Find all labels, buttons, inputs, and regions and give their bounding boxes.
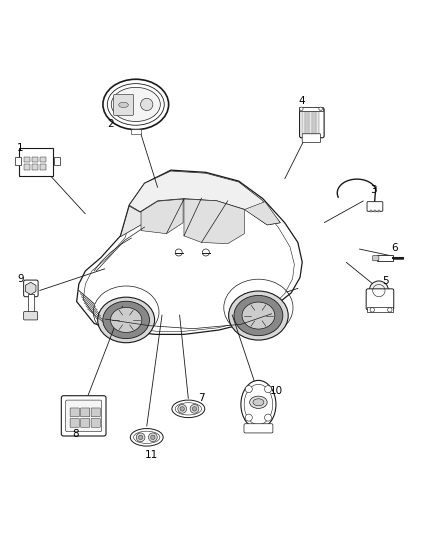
FancyBboxPatch shape bbox=[113, 94, 134, 115]
Circle shape bbox=[265, 414, 272, 421]
FancyBboxPatch shape bbox=[81, 408, 90, 417]
Bar bbox=[302, 111, 305, 134]
Circle shape bbox=[151, 435, 155, 440]
Circle shape bbox=[148, 433, 157, 442]
FancyBboxPatch shape bbox=[91, 418, 100, 427]
Circle shape bbox=[245, 414, 252, 421]
Bar bbox=[378, 209, 380, 212]
Text: 10: 10 bbox=[270, 386, 283, 397]
Bar bbox=[40, 165, 46, 170]
Bar bbox=[316, 111, 319, 134]
Ellipse shape bbox=[253, 399, 264, 406]
Circle shape bbox=[178, 405, 187, 413]
Bar bbox=[28, 294, 34, 314]
Ellipse shape bbox=[241, 381, 276, 429]
Text: 11: 11 bbox=[145, 450, 158, 460]
FancyBboxPatch shape bbox=[61, 395, 106, 436]
Text: 6: 6 bbox=[391, 243, 398, 253]
FancyBboxPatch shape bbox=[24, 312, 38, 320]
Ellipse shape bbox=[111, 87, 160, 122]
Polygon shape bbox=[184, 199, 244, 244]
FancyBboxPatch shape bbox=[24, 280, 38, 297]
Bar bbox=[299, 107, 323, 111]
Ellipse shape bbox=[103, 79, 169, 130]
FancyBboxPatch shape bbox=[81, 418, 90, 427]
Ellipse shape bbox=[131, 429, 163, 446]
Circle shape bbox=[300, 107, 303, 110]
Ellipse shape bbox=[110, 308, 142, 333]
Bar bbox=[24, 165, 30, 170]
Polygon shape bbox=[129, 171, 280, 225]
Circle shape bbox=[136, 433, 145, 442]
Polygon shape bbox=[244, 201, 280, 225]
Bar bbox=[24, 157, 30, 162]
Circle shape bbox=[192, 407, 197, 411]
Ellipse shape bbox=[172, 400, 205, 418]
FancyBboxPatch shape bbox=[70, 408, 79, 417]
Text: 2: 2 bbox=[107, 119, 114, 129]
FancyBboxPatch shape bbox=[70, 418, 79, 427]
Ellipse shape bbox=[103, 301, 149, 338]
Text: 9: 9 bbox=[18, 274, 25, 284]
Circle shape bbox=[265, 386, 272, 393]
Text: 1: 1 bbox=[16, 143, 23, 154]
FancyBboxPatch shape bbox=[91, 408, 100, 417]
Circle shape bbox=[369, 281, 389, 300]
Circle shape bbox=[141, 98, 153, 110]
Bar bbox=[32, 157, 38, 162]
FancyBboxPatch shape bbox=[302, 134, 321, 142]
Text: 3: 3 bbox=[370, 185, 377, 195]
Bar bbox=[40, 157, 46, 162]
Bar bbox=[54, 157, 60, 165]
Circle shape bbox=[138, 435, 143, 440]
Bar bbox=[377, 255, 393, 261]
Bar bbox=[131, 129, 141, 134]
Polygon shape bbox=[25, 282, 36, 295]
FancyBboxPatch shape bbox=[300, 108, 324, 138]
Bar bbox=[374, 209, 376, 212]
Ellipse shape bbox=[229, 291, 288, 340]
Text: 8: 8 bbox=[72, 429, 79, 439]
Circle shape bbox=[370, 308, 374, 312]
Circle shape bbox=[180, 407, 184, 411]
Bar bbox=[32, 165, 38, 170]
Ellipse shape bbox=[250, 396, 267, 408]
FancyBboxPatch shape bbox=[19, 148, 53, 176]
FancyBboxPatch shape bbox=[373, 255, 379, 261]
FancyBboxPatch shape bbox=[367, 201, 383, 211]
Text: 7: 7 bbox=[198, 393, 205, 403]
Bar bbox=[15, 157, 21, 165]
Ellipse shape bbox=[98, 297, 155, 343]
FancyBboxPatch shape bbox=[366, 289, 394, 310]
Polygon shape bbox=[120, 199, 185, 237]
Bar bbox=[370, 209, 372, 212]
Text: 4: 4 bbox=[298, 96, 305, 106]
Circle shape bbox=[319, 107, 322, 110]
FancyBboxPatch shape bbox=[66, 400, 102, 432]
Circle shape bbox=[245, 386, 252, 393]
FancyBboxPatch shape bbox=[244, 424, 273, 433]
Ellipse shape bbox=[234, 295, 283, 336]
Polygon shape bbox=[141, 199, 183, 233]
Ellipse shape bbox=[242, 302, 275, 329]
Bar bbox=[309, 111, 312, 134]
Text: 5: 5 bbox=[382, 276, 389, 286]
Circle shape bbox=[190, 405, 199, 413]
Ellipse shape bbox=[119, 102, 128, 108]
Bar bbox=[367, 307, 393, 312]
Polygon shape bbox=[77, 170, 302, 334]
Bar bbox=[306, 111, 308, 134]
Circle shape bbox=[388, 308, 392, 312]
Bar bbox=[313, 111, 315, 134]
